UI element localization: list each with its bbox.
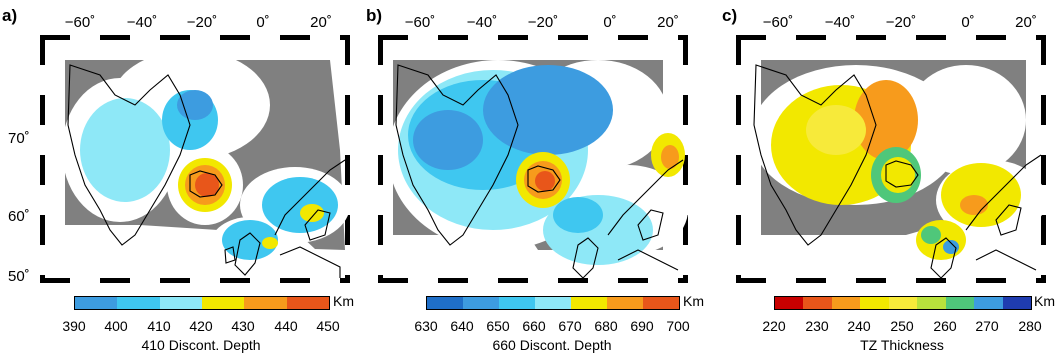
colorbar-unit: Km	[333, 293, 354, 309]
lon-tick: 20˚	[1015, 14, 1037, 31]
lon-tick: −60˚	[404, 14, 436, 31]
colorbar-tick: 670	[558, 318, 582, 334]
colorbar-tick: 250	[890, 318, 914, 334]
lon-tick: −20˚	[527, 14, 559, 31]
colorbar-bin	[860, 297, 889, 309]
colorbar-tick: 440	[274, 318, 298, 334]
colorbar-bin	[1002, 297, 1031, 309]
colorbar	[774, 296, 1032, 310]
colorbar-title: 410 Discont. Depth	[141, 337, 261, 353]
colorbar-tick: 220	[762, 318, 786, 334]
colorbar-bin	[803, 297, 832, 309]
panel-c: c) −60˚ −40˚ −20˚ 0˚ 20˚	[716, 0, 1056, 359]
colorbar-bin	[244, 297, 287, 309]
colorbar	[74, 296, 330, 310]
colorbar-bin	[571, 297, 607, 309]
colorbar-bin	[607, 297, 643, 309]
panel-label: c)	[722, 6, 738, 25]
colorbar-tick: 260	[933, 318, 957, 334]
panel-a: a) −60˚ −40˚ −20˚ 0˚ 20˚ 70˚ 60˚ 50˚	[0, 0, 354, 359]
lon-tick: −40˚	[126, 14, 158, 31]
panel-b: b) −60˚ −40˚ −20˚ 0˚ 20˚	[358, 0, 704, 359]
colorbar-unit: Km	[1034, 293, 1055, 309]
map-410-depth	[40, 35, 350, 283]
colorbar-tick: 230	[805, 318, 829, 334]
colorbar-tick: 270	[975, 318, 999, 334]
colorbar-tick: 410	[147, 318, 171, 334]
lon-tick: −20˚	[186, 14, 218, 31]
lon-tick: 0˚	[603, 14, 617, 31]
colorbar-bin	[75, 297, 118, 309]
lon-tick: −60˚	[64, 14, 96, 31]
colorbar-bin	[286, 297, 329, 309]
lon-tick: 20˚	[310, 14, 332, 31]
colorbar-bin	[974, 297, 1003, 309]
colorbar-bin	[117, 297, 160, 309]
colorbar-tick: 450	[316, 318, 340, 334]
colorbar-unit: Km	[683, 293, 704, 309]
colorbar-bin	[917, 297, 946, 309]
colorbar-bin	[463, 297, 499, 309]
colorbar-bin	[535, 297, 571, 309]
colorbar-tick: 640	[450, 318, 474, 334]
lat-tick: 70˚	[8, 130, 30, 147]
panel-label: b)	[366, 6, 383, 25]
colorbar-tick: 690	[630, 318, 654, 334]
lon-tick: 20˚	[657, 14, 679, 31]
lon-tick: −40˚	[824, 14, 856, 31]
map-660-depth	[378, 35, 688, 283]
colorbar-bin	[888, 297, 918, 309]
colorbar-tick: 660	[522, 318, 546, 334]
lon-tick: −60˚	[762, 14, 794, 31]
colorbar-title: TZ Thickness	[860, 337, 944, 353]
colorbar-tick: 430	[231, 318, 255, 334]
colorbar	[426, 296, 680, 310]
colorbar-bin	[831, 297, 861, 309]
lon-tick: 0˚	[961, 14, 975, 31]
colorbar-tick: 680	[594, 318, 618, 334]
colorbar-tick: 390	[62, 318, 86, 334]
colorbar-tick: 700	[666, 318, 690, 334]
colorbar-title: 660 Discont. Depth	[492, 337, 612, 353]
lat-tick: 60˚	[8, 208, 30, 225]
colorbar-bin	[201, 297, 245, 309]
colorbar-bin	[427, 297, 463, 309]
colorbar-tick: 420	[189, 318, 213, 334]
colorbar-tick: 240	[847, 318, 871, 334]
lat-tick: 50˚	[8, 268, 30, 285]
colorbar-bin	[159, 297, 202, 309]
lon-tick: −40˚	[466, 14, 498, 31]
colorbar-tick: 400	[104, 318, 128, 334]
panel-label: a)	[2, 6, 18, 25]
colorbar-bin	[945, 297, 975, 309]
colorbar-bin	[643, 297, 679, 309]
lon-tick: 0˚	[256, 14, 270, 31]
map-tz-thickness	[736, 35, 1046, 283]
colorbar-bin	[499, 297, 535, 309]
colorbar-tick: 280	[1018, 318, 1042, 334]
lon-tick: −20˚	[885, 14, 917, 31]
colorbar-bin	[775, 297, 804, 309]
colorbar-tick: 630	[414, 318, 438, 334]
colorbar-tick: 650	[486, 318, 510, 334]
